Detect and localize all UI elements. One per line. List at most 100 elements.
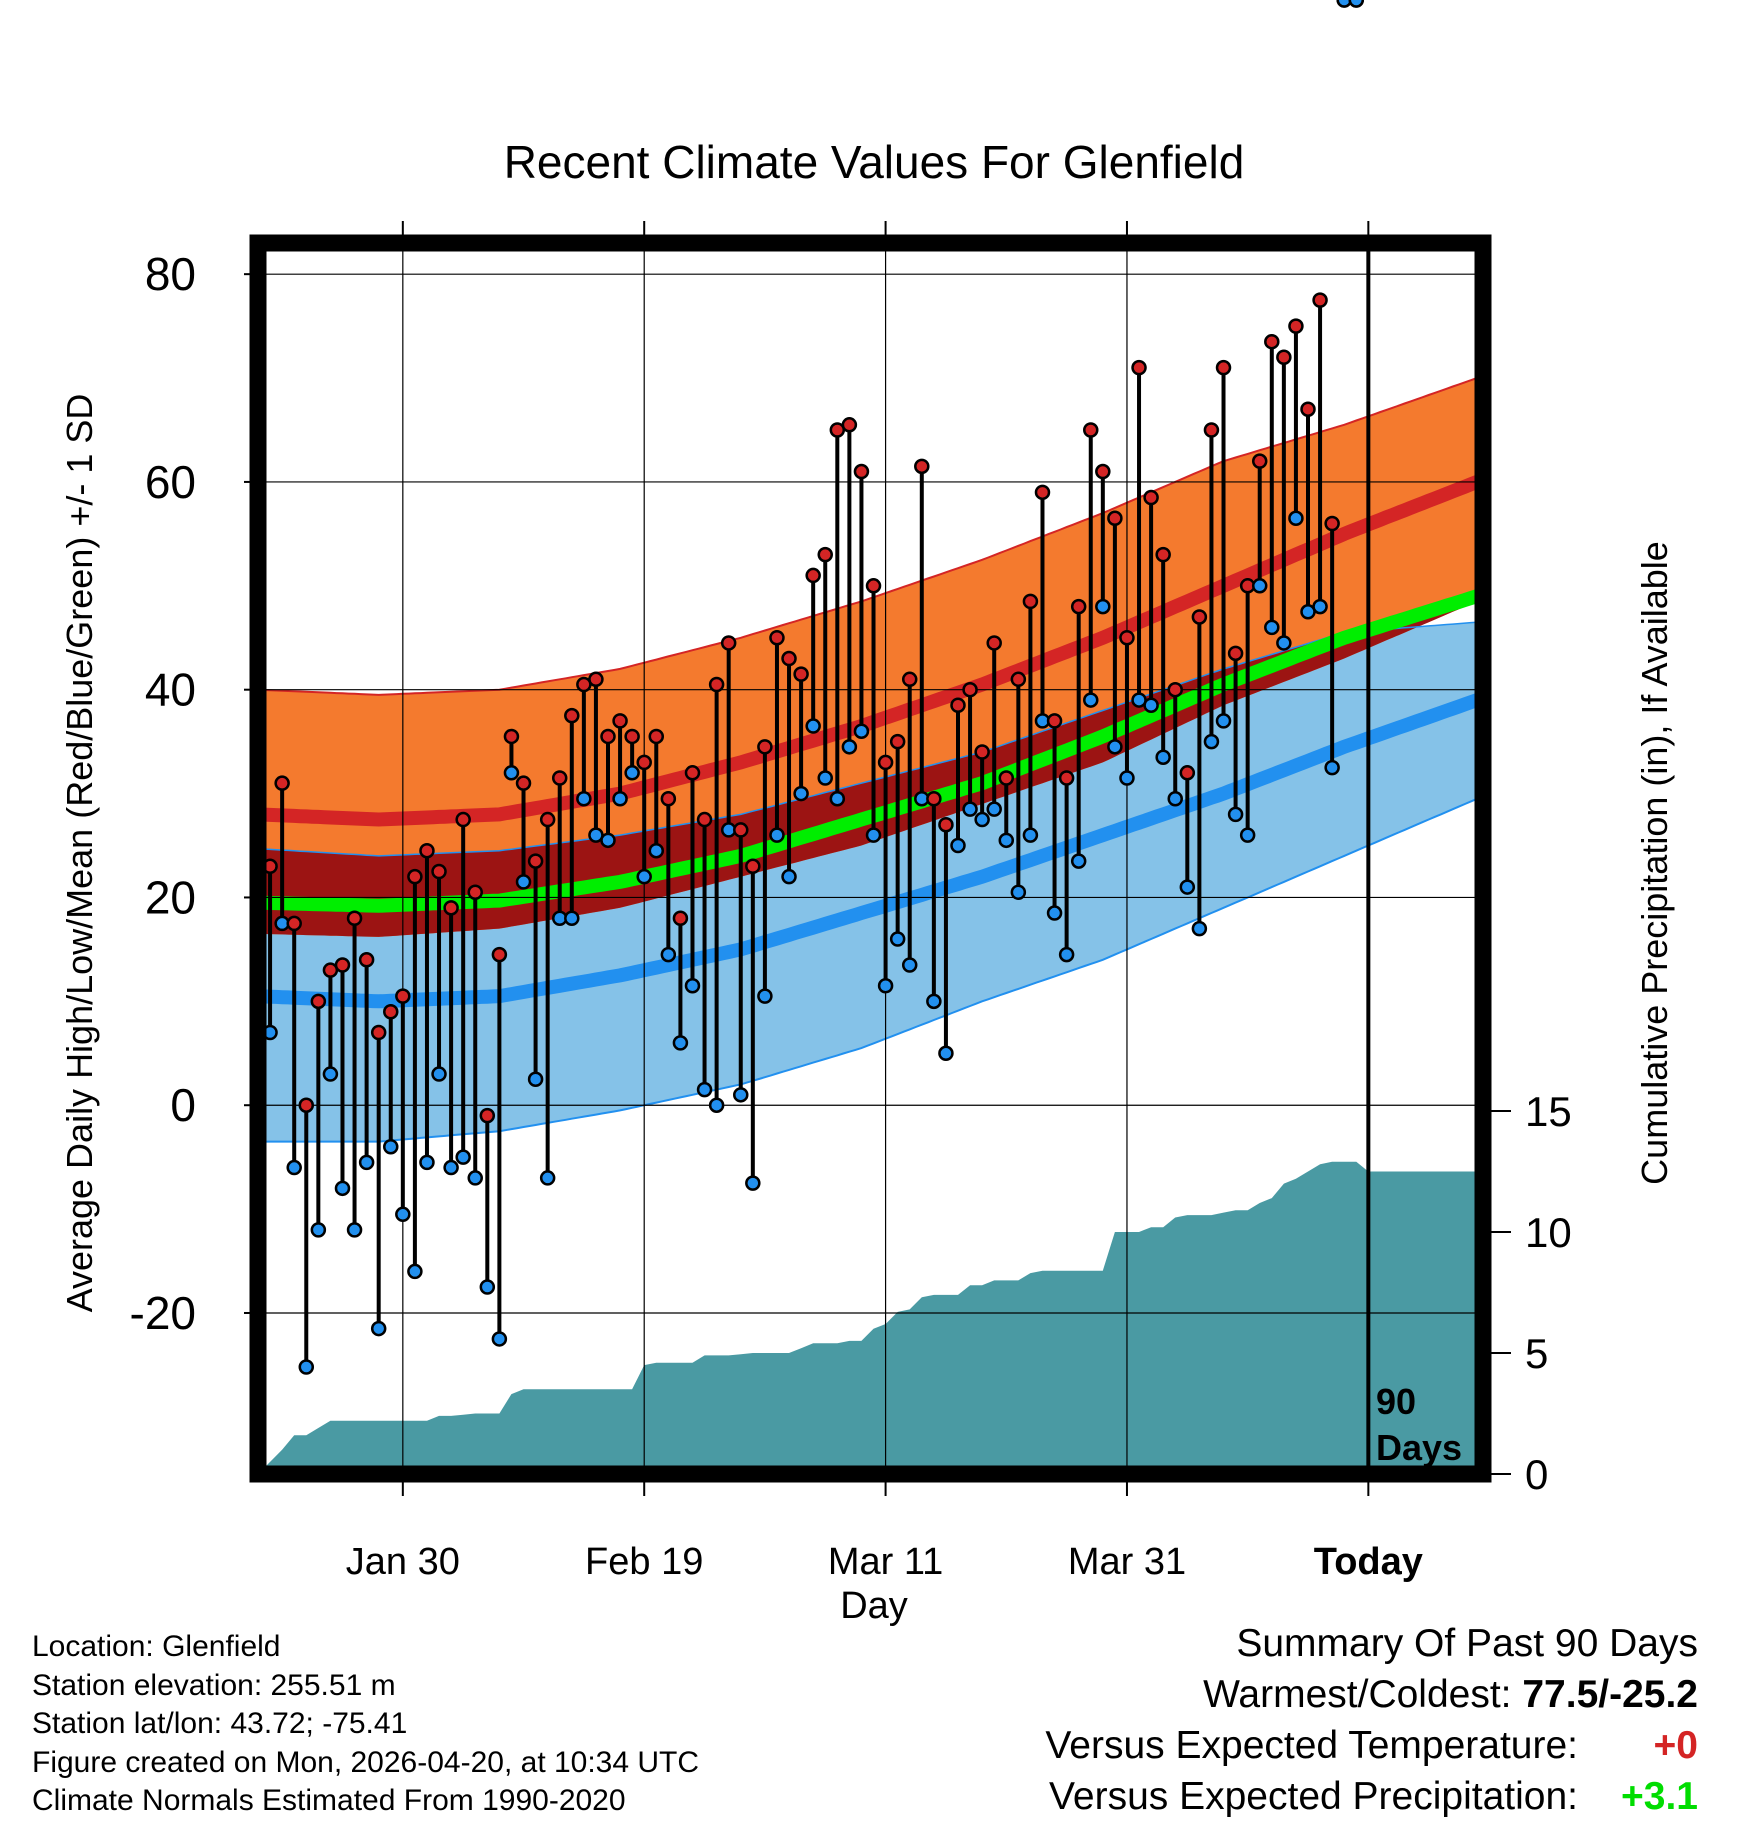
daily-high-point: [1010, 671, 1027, 688]
overlap-band: [258, 601, 1477, 937]
y-tick-label: 40: [145, 664, 196, 716]
daily-high-point: [1046, 713, 1063, 729]
precip-tick-label: 0: [1525, 1451, 1548, 1498]
daily-low-point: [708, 1097, 725, 1113]
daily-high-point: [419, 842, 435, 859]
daily-low-point: [407, 1263, 423, 1280]
x-tick-label: Mar 11: [828, 1541, 943, 1583]
daily-high-point: [636, 754, 652, 771]
precip-tick-label: 15: [1525, 1088, 1572, 1135]
daily-low-point: [1215, 713, 1232, 729]
elevation-text: Station elevation: 255.51 m: [32, 1668, 396, 1702]
daily-low-point: [938, 1045, 954, 1062]
daily-low-point: [1251, 578, 1268, 594]
daily-low-point: [334, 1180, 351, 1197]
daily-low-point: [733, 1087, 749, 1103]
daily-low-point: [648, 842, 665, 859]
daily-high-point: [1312, 292, 1328, 308]
daily-low-point: [310, 1222, 327, 1238]
y-tick-label: 60: [145, 456, 196, 508]
daily-low-point: [696, 1081, 713, 1098]
precip-anomaly-value: +3.1: [1621, 1775, 1698, 1818]
daily-high-point: [274, 775, 290, 791]
location-text: Location: Glenfield: [32, 1630, 281, 1663]
daily-high-point: [974, 744, 990, 760]
daily-low-point: [1070, 853, 1087, 869]
daily-low-point: [1227, 806, 1244, 823]
daily-low-point: [298, 1359, 315, 1375]
daily-low-point: [443, 1159, 459, 1176]
daily-high-point: [1119, 630, 1135, 646]
daily-high-point: [1203, 422, 1220, 438]
extremes-value: 77.5/-25.2: [1522, 1673, 1698, 1716]
daily-low-point: [877, 978, 894, 994]
daily-low-point: [841, 739, 858, 755]
daily-low-point: [853, 723, 870, 739]
daily-low-point: [358, 1154, 375, 1171]
daily-high-point: [1034, 484, 1051, 501]
daily-low-point: [479, 1279, 496, 1295]
daily-low-point: [1143, 697, 1159, 714]
daily-high-point: [612, 713, 628, 729]
daily-low-point: [600, 832, 616, 849]
precip-label: Versus Expected Precipitation:: [1049, 1775, 1578, 1818]
daily-high-point: [793, 666, 809, 682]
today-label-line2: Days: [1376, 1427, 1462, 1468]
daily-low-point: [1348, 0, 1365, 8]
daily-low-point: [455, 1149, 471, 1165]
daily-high-point: [950, 697, 966, 714]
daily-low-point: [1336, 0, 1352, 8]
daily-low-point: [383, 1139, 399, 1155]
daily-high-point: [660, 791, 677, 807]
daily-low-point: [1324, 759, 1340, 776]
daily-high-point: [962, 681, 978, 698]
daily-low-point: [926, 993, 942, 1010]
axes: 80 60 40 20 0 -20 15 10 5 0 Jan 30 Feb 19 Mar 11 Mar …: [130, 221, 1572, 1583]
daily-low-point: [1155, 749, 1171, 765]
daily-low-point: [974, 811, 990, 828]
daily-low-point: [1264, 619, 1280, 636]
daily-high-point: [841, 417, 858, 433]
daily-high-point: [1264, 333, 1280, 350]
daily-low-point: [1239, 827, 1256, 843]
x-tick-label: Feb 19: [585, 1541, 703, 1583]
low-sd-upper-edge: [257, 621, 1478, 857]
daily-low-point: [624, 765, 640, 781]
daily-low-point: [1276, 635, 1292, 651]
daily-high-point: [745, 858, 761, 875]
climate-chart: Recent Climate Values For Glenfield 80 60…: [59, 0, 1675, 1627]
today-label-line1: 90: [1376, 1381, 1416, 1422]
y-axis-label-left: Average Daily High/Low/Mean (Red/Blue/Gr…: [59, 394, 100, 1313]
daily-low-point: [527, 1071, 544, 1087]
daily-high-point: [684, 765, 701, 781]
daily-high-point: [407, 868, 423, 885]
daily-high-point: [491, 946, 508, 963]
daily-high-point: [853, 463, 870, 480]
daily-high-point: [286, 915, 302, 932]
daily-high-point: [1095, 463, 1111, 480]
daily-low-point: [1095, 598, 1111, 615]
cumulative-precipitation-area: [258, 1161, 1477, 1474]
daily-low-point: [757, 988, 773, 1004]
daily-high-point: [986, 635, 1002, 651]
daily-high-point: [1167, 681, 1183, 698]
daily-high-point: [1191, 609, 1208, 625]
daily-low-point: [901, 957, 918, 973]
daily-high-point: [781, 650, 797, 667]
chart-title: Recent Climate Values For Glenfield: [504, 136, 1245, 188]
daily-low-point: [419, 1154, 435, 1171]
daily-high-point: [395, 988, 411, 1004]
daily-low-point: [829, 791, 846, 807]
daily-low-point: [1179, 879, 1196, 895]
daily-high-point: [1022, 593, 1039, 610]
daily-high-point: [696, 811, 713, 828]
summary-temperature: Versus Expected Temperature: +0: [1045, 1720, 1698, 1771]
daily-low-point: [576, 791, 592, 807]
daily-high-point: [1251, 453, 1268, 469]
daily-low-point: [1119, 770, 1135, 786]
daily-low-point: [1191, 920, 1208, 937]
daily-high-point: [720, 635, 737, 651]
daily-high-point: [648, 728, 665, 745]
daily-high-point: [998, 770, 1015, 786]
daily-high-point: [564, 707, 580, 724]
